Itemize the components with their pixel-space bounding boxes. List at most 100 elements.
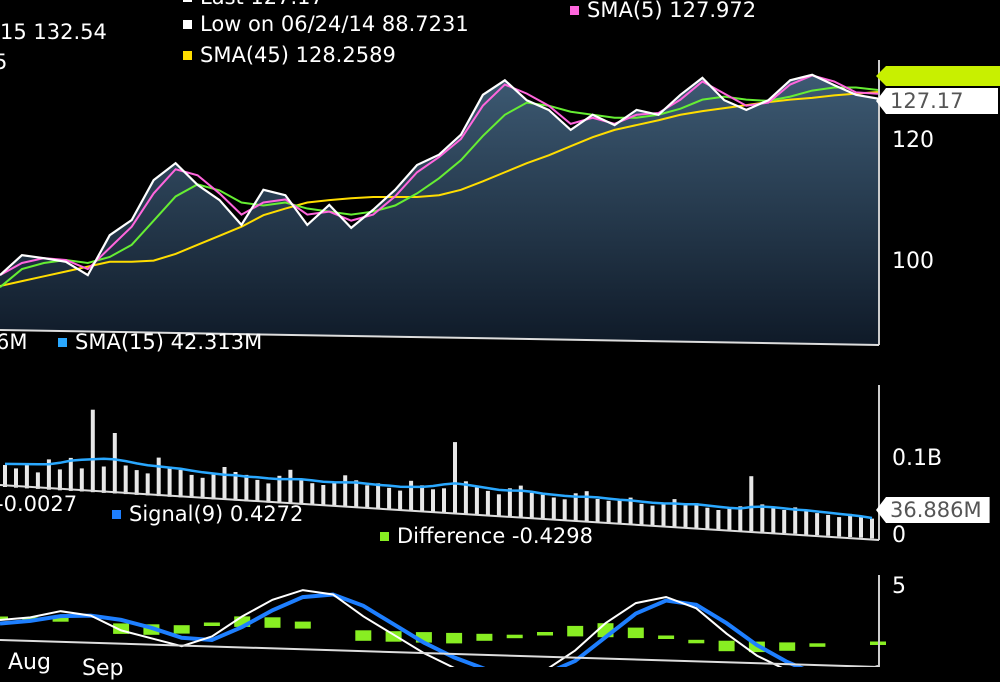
macd-line: [0, 589, 879, 667]
volume-bar: [156, 457, 161, 497]
volume-bar: [606, 500, 611, 523]
volume-bar: [804, 509, 809, 535]
volume-bar: [167, 466, 172, 497]
volume-bar: [68, 457, 73, 491]
volume-bar: [211, 474, 216, 500]
legend-vol-sma15: SMA(15) 42.313M: [58, 330, 262, 354]
volume-panel-bottom: [0, 484, 880, 541]
difference-bar: [385, 631, 402, 642]
swatch-vol-sma15: [58, 337, 67, 347]
difference-bar: [537, 632, 553, 636]
last-price-badge: 127.17: [876, 88, 998, 114]
volume-bar: [562, 499, 567, 521]
volume-bar: [244, 474, 249, 502]
legend-last: Last 127.17: [183, 0, 324, 9]
legend-last-text: Last 127.17: [200, 0, 324, 9]
volume-bar: [848, 513, 853, 537]
macd-panel-bottom: [0, 639, 880, 667]
volume-bar: [617, 499, 622, 524]
difference-bar: [52, 616, 69, 622]
volume-bar: [354, 480, 359, 508]
volume-bar: [332, 482, 337, 507]
volume-bar: [463, 481, 468, 515]
price-line: [0, 73, 879, 277]
price-area: [0, 74, 878, 346]
volume-bar: [474, 487, 479, 515]
volume-bar: [343, 475, 348, 508]
swatch-difference: [380, 531, 389, 541]
macd-tick-5: 5: [892, 574, 906, 599]
x-tick-aug: Aug: [8, 650, 51, 675]
volume-bar: [134, 470, 139, 495]
volume-bar: [672, 499, 677, 527]
volume-tick-0: 0: [892, 523, 906, 548]
volume-bar: [431, 489, 435, 513]
volume-bar: [551, 497, 556, 520]
legend-sma45: SMA(45) 128.2589: [183, 43, 396, 67]
volume-bar: [573, 493, 578, 521]
legend-volume-text: 6M: [0, 330, 28, 354]
volume-bar: [57, 469, 62, 491]
difference-bar: [809, 643, 826, 647]
price-tick-120: 120: [892, 128, 934, 153]
volume-bar: [683, 505, 688, 528]
legend-high: 15 132.54: [0, 20, 107, 44]
volume-bar: [189, 474, 194, 498]
volume-bar: [409, 480, 414, 512]
volume-bar: [222, 467, 227, 500]
difference-bar: [779, 642, 796, 651]
legend-sma45-text: SMA(45) 128.2589: [200, 43, 396, 67]
difference-bar: [203, 622, 220, 626]
volume-bar: [694, 503, 699, 528]
swatch-signal: [112, 509, 121, 519]
volume-bar: [749, 476, 754, 532]
legend-signal: Signal(9) 0.4272: [112, 502, 303, 526]
volume-bar: [639, 503, 644, 525]
difference-bar: [355, 630, 372, 641]
difference-bar: [173, 625, 190, 634]
volume-bar: [35, 472, 40, 489]
volume-bar: [782, 510, 787, 534]
legend-high-text: 15 132.54: [0, 20, 107, 44]
legend-volume: 6M: [0, 330, 27, 354]
volume-panel: [3, 409, 874, 539]
swatch-sma5: [570, 5, 579, 15]
swatch-sma45: [183, 50, 192, 60]
volume-bar: [255, 479, 260, 502]
volume-bar: [79, 468, 84, 492]
volume-bar: [705, 507, 710, 529]
volume-bar: [420, 485, 425, 512]
volume-bar: [200, 477, 205, 499]
sma45-line: [0, 91, 879, 287]
volume-bar: [826, 514, 831, 536]
legend-low: Low on 06/24/14 88.7231: [183, 12, 469, 36]
price-panel: [0, 73, 879, 346]
volume-bar: [310, 483, 315, 506]
volume-bar: [793, 507, 798, 534]
volume-bar: [24, 463, 29, 489]
legend-low-text: Low on 06/24/14 88.7231: [200, 12, 469, 36]
swatch-last: [183, 0, 192, 2]
volume-tick-0.1b: 0.1B: [892, 446, 943, 471]
macd-panel: [0, 589, 886, 667]
volume-bar: [496, 494, 501, 517]
volume-bar: [485, 490, 490, 516]
volume-bar: [112, 433, 117, 494]
volume-bar: [815, 513, 820, 536]
last-volume-badge: 36.886M: [876, 497, 990, 523]
volume-bar: [277, 475, 282, 504]
volume-bar: [870, 518, 874, 539]
difference-bar: [688, 639, 705, 644]
difference-bar: [415, 632, 432, 643]
difference-bar: [264, 617, 281, 628]
volume-bar: [14, 468, 18, 488]
volume-bar: [321, 485, 326, 506]
volume-bar: [3, 465, 7, 487]
volume-bar: [288, 469, 293, 504]
price-tick-100: 100: [892, 249, 934, 274]
volume-bar: [90, 409, 95, 493]
volume-bar: [837, 517, 842, 537]
legend-sma5: SMA(5) 127.972: [570, 0, 756, 22]
volume-bar: [376, 483, 381, 510]
difference-bar: [627, 627, 644, 639]
